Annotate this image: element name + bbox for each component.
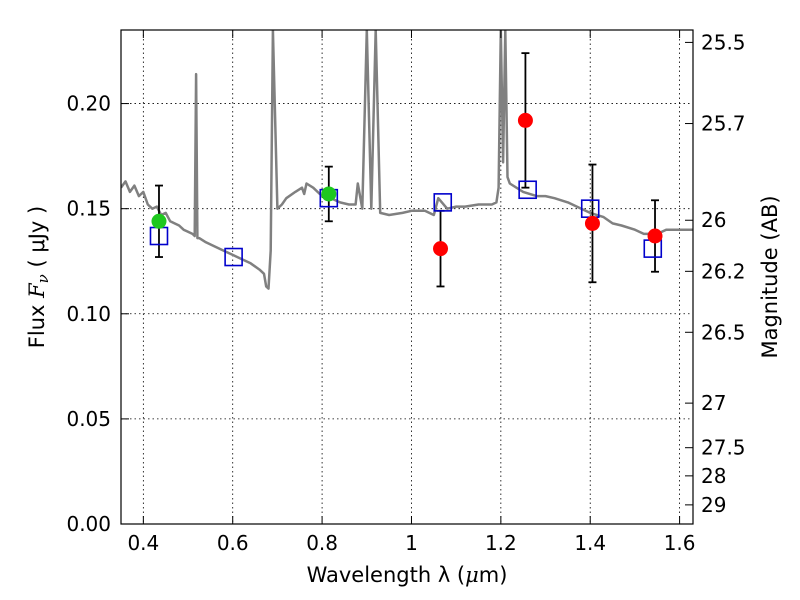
model-spectrum-line [121,30,693,290]
x-tick-label: 1.2 [485,531,517,555]
observed-point-green [321,186,337,202]
observed-point-red [584,215,600,231]
observed-point-red [517,112,533,128]
model-bandpass-point [224,247,243,267]
x-tick-label: 1.6 [664,531,696,555]
y2-tick-label: 25.7 [701,112,746,136]
y2-tick-label: 26.5 [701,320,746,344]
y2-tick-label: 27.5 [701,436,746,460]
y-tick-label: 0.00 [66,512,111,536]
observed-point-red [647,228,663,244]
plot-area [121,30,693,290]
x-axis-label: Wavelength λ (μm) [307,563,508,587]
x-tick-label: 0.4 [127,531,159,555]
y-tick-label: 0.20 [66,92,111,116]
plot-frame [120,29,694,525]
model-bandpass-point [433,193,453,212]
y2-tick-label: 27 [701,391,726,415]
y2-tick-label: 26.2 [701,259,746,283]
y-tick-label: 0.15 [66,197,111,221]
x-tick-label: 0.8 [306,531,338,555]
observed-point-green [151,213,167,229]
y2-axis-label: Magnitude (AB) [758,195,782,358]
x-tick-label: 0.6 [217,531,249,555]
model-bandpass-point [518,180,537,200]
y2-tick-label: 28 [701,464,726,488]
y-axis-label: Flux Fν ( μJy ) [25,206,52,348]
y2-tick-label: 26 [701,208,726,232]
observed-point-red [433,241,449,257]
y-tick-label: 0.05 [66,407,111,431]
x-tick-label: 1 [405,531,418,555]
axis-ticks: 0.4 0.6 0.8 1 1.2 1.4 1.6 0.00 0.05 0.10 0.15 0.20 2… [66,30,746,555]
y2-tick-label: 29 [701,493,726,517]
y-tick-label: 0.10 [66,302,111,326]
y2-tick-label: 25.5 [701,30,746,54]
x-tick-label: 1.4 [574,531,606,555]
grid-lines [121,30,693,525]
